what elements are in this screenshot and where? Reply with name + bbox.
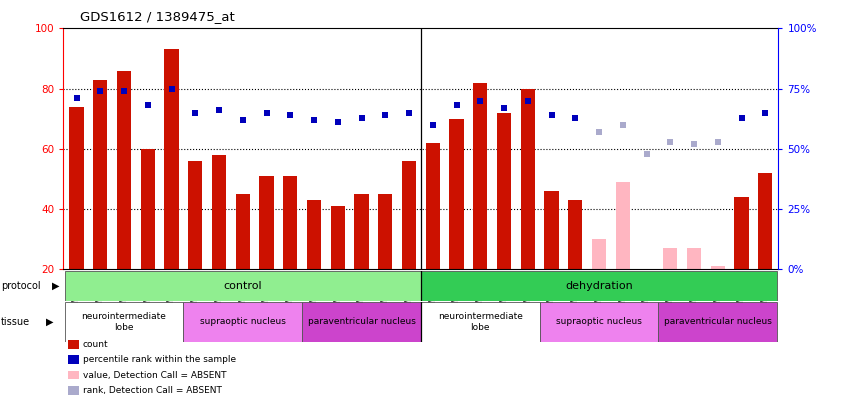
Point (283, 112, 297, 118)
Text: value, Detection Call = ABSENT: value, Detection Call = ABSENT (83, 371, 227, 379)
Text: paraventricular nucleus: paraventricular nucleus (664, 318, 772, 326)
Bar (663, 248, 678, 269)
Point (663, 139, 677, 145)
Point (402, 109, 415, 116)
Point (640, 150, 653, 157)
Point (94, 88, 107, 94)
Point (165, 85, 179, 92)
Point (212, 107, 226, 113)
Bar (473, 83, 487, 269)
Bar (64, 302, 184, 342)
Point (307, 117, 321, 123)
Bar (378, 194, 393, 269)
Bar (711, 266, 725, 269)
Text: neurointermediate
lobe: neurointermediate lobe (438, 312, 523, 332)
Text: protocol: protocol (1, 281, 41, 291)
Bar (236, 194, 250, 269)
Bar (212, 155, 226, 269)
Bar (260, 176, 273, 269)
Point (426, 122, 440, 128)
Bar (592, 239, 606, 269)
Text: GDS1612 / 1389475_at: GDS1612 / 1389475_at (80, 10, 235, 23)
Bar (420, 302, 540, 342)
Point (497, 104, 511, 111)
Bar (544, 191, 558, 269)
Text: neurointermediate
lobe: neurointermediate lobe (81, 312, 167, 332)
Text: tissue: tissue (1, 317, 30, 327)
Point (69, 95, 83, 102)
Text: supraoptic nucleus: supraoptic nucleus (556, 318, 642, 326)
Bar (64, 271, 420, 301)
Point (592, 129, 606, 135)
Point (378, 112, 392, 118)
Text: dehydration: dehydration (565, 281, 633, 291)
Point (450, 102, 464, 109)
Bar (117, 70, 131, 269)
Point (354, 114, 368, 121)
Text: ▶: ▶ (52, 281, 60, 291)
Bar (69, 107, 84, 269)
Bar (687, 248, 701, 269)
Bar (402, 161, 416, 269)
Point (236, 117, 250, 123)
Text: percentile rank within the sample: percentile rank within the sample (83, 355, 236, 364)
Point (118, 88, 131, 94)
Point (734, 114, 748, 121)
Point (474, 97, 487, 104)
Bar (449, 119, 464, 269)
Text: count: count (83, 340, 108, 349)
Point (616, 122, 629, 128)
Bar (140, 149, 155, 269)
Bar (734, 197, 749, 269)
Bar (184, 302, 302, 342)
Text: paraventricular nucleus: paraventricular nucleus (308, 318, 415, 326)
Bar (420, 271, 777, 301)
Point (759, 109, 772, 116)
Point (711, 139, 724, 145)
Text: supraoptic nucleus: supraoptic nucleus (200, 318, 286, 326)
Point (331, 119, 344, 126)
Bar (426, 143, 440, 269)
Text: control: control (223, 281, 262, 291)
Bar (497, 113, 511, 269)
Bar (188, 161, 202, 269)
Point (545, 112, 558, 118)
Bar (331, 206, 345, 269)
Bar (354, 194, 369, 269)
Bar (758, 173, 772, 269)
Bar (520, 89, 535, 269)
Point (521, 97, 535, 104)
Bar (93, 79, 107, 269)
Bar (540, 302, 658, 342)
Point (141, 102, 155, 109)
Bar (164, 49, 179, 269)
Bar (569, 200, 582, 269)
Text: rank, Detection Call = ABSENT: rank, Detection Call = ABSENT (83, 386, 222, 395)
Bar (302, 302, 420, 342)
Text: ▶: ▶ (46, 317, 53, 327)
Point (189, 109, 202, 116)
Bar (307, 200, 321, 269)
Point (687, 141, 700, 147)
Point (569, 114, 582, 121)
Bar (658, 302, 777, 342)
Point (260, 109, 273, 116)
Bar (616, 182, 630, 269)
Bar (283, 176, 298, 269)
